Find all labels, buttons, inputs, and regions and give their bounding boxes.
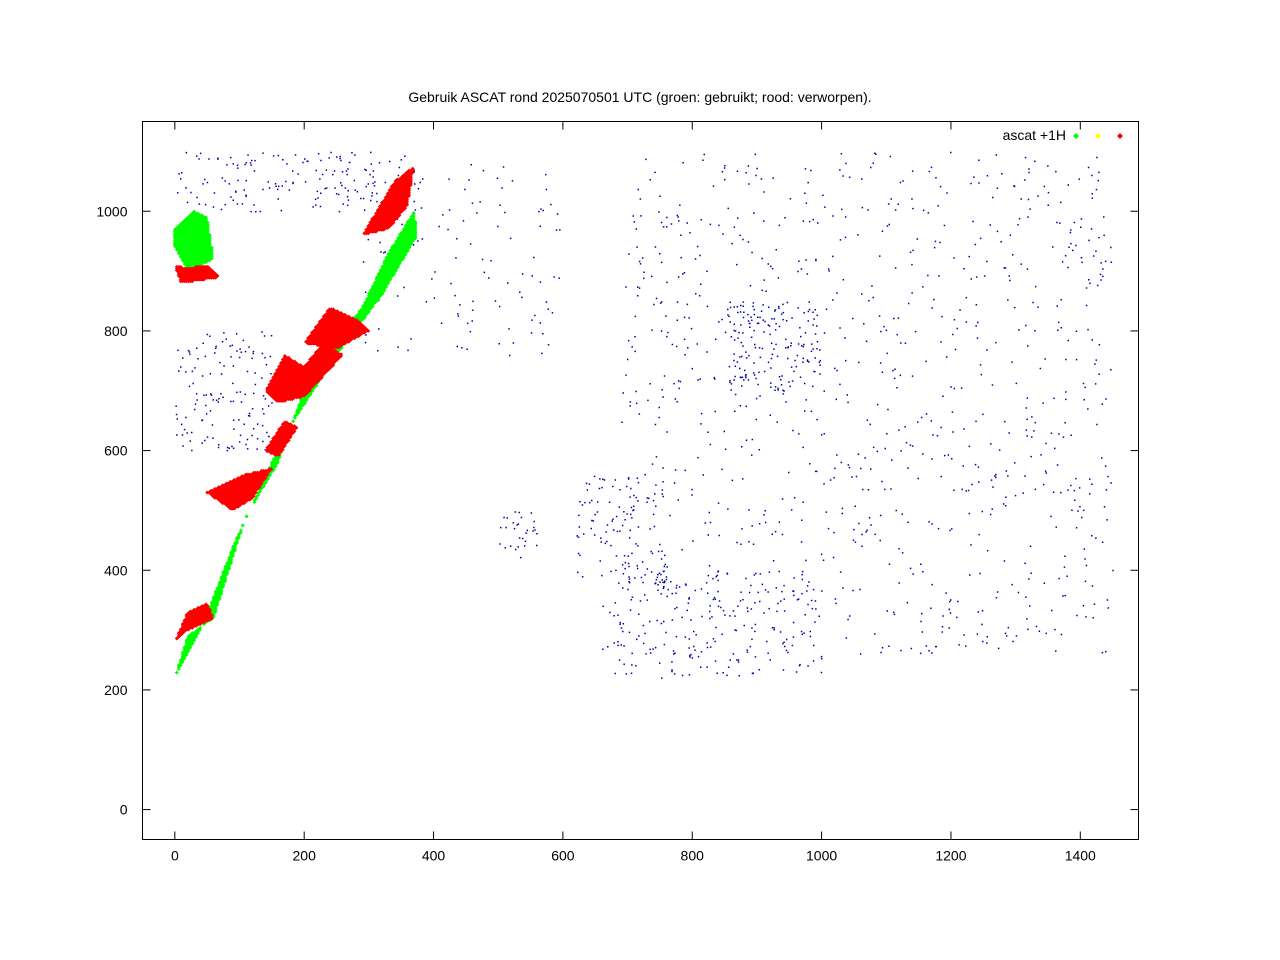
legend: ascat +1H <box>1003 127 1123 143</box>
data-points <box>172 166 418 675</box>
x-tick-label: 1000 <box>806 848 837 864</box>
data-point-cluster <box>205 467 274 511</box>
legend-marker <box>1117 133 1123 139</box>
x-tick-label: 0 <box>171 848 179 864</box>
x-tick-label: 800 <box>681 848 705 864</box>
plot-frame <box>142 121 1139 840</box>
x-tick-label: 400 <box>422 848 446 864</box>
x-tick-label: 600 <box>551 848 575 864</box>
data-point-cluster <box>362 166 415 236</box>
x-axis: 0 200 400 600 800 1000 1200 1400 <box>171 121 1096 864</box>
legend-marker <box>1095 133 1101 139</box>
x-tick-label: 1400 <box>1065 848 1096 864</box>
data-point-cluster <box>174 602 214 641</box>
y-axis: 0 200 400 600 800 1000 <box>96 203 1139 818</box>
x-tick-label: 1200 <box>935 848 966 864</box>
y-tick-label: 800 <box>104 323 128 339</box>
background-map <box>175 151 1114 679</box>
y-tick-label: 600 <box>104 443 128 459</box>
chart-title: Gebruik ASCAT rond 2025070501 UTC (groen… <box>408 89 871 105</box>
data-point-cluster <box>304 307 371 350</box>
y-tick-label: 0 <box>120 802 128 818</box>
data-point-cluster <box>265 420 299 457</box>
data-point-cluster <box>174 264 220 284</box>
y-tick-label: 1000 <box>96 203 127 219</box>
coastline-dots <box>175 151 1114 679</box>
y-tick-label: 400 <box>104 562 128 578</box>
data-point-cluster <box>174 211 418 675</box>
data-point-cluster <box>265 341 344 403</box>
series-used <box>172 209 418 675</box>
x-tick-label: 200 <box>293 848 317 864</box>
data-point-cluster <box>172 209 214 272</box>
y-tick-label: 200 <box>104 682 128 698</box>
legend-label: ascat +1H <box>1003 127 1066 143</box>
legend-marker <box>1073 133 1079 139</box>
series-rejected <box>174 166 415 641</box>
